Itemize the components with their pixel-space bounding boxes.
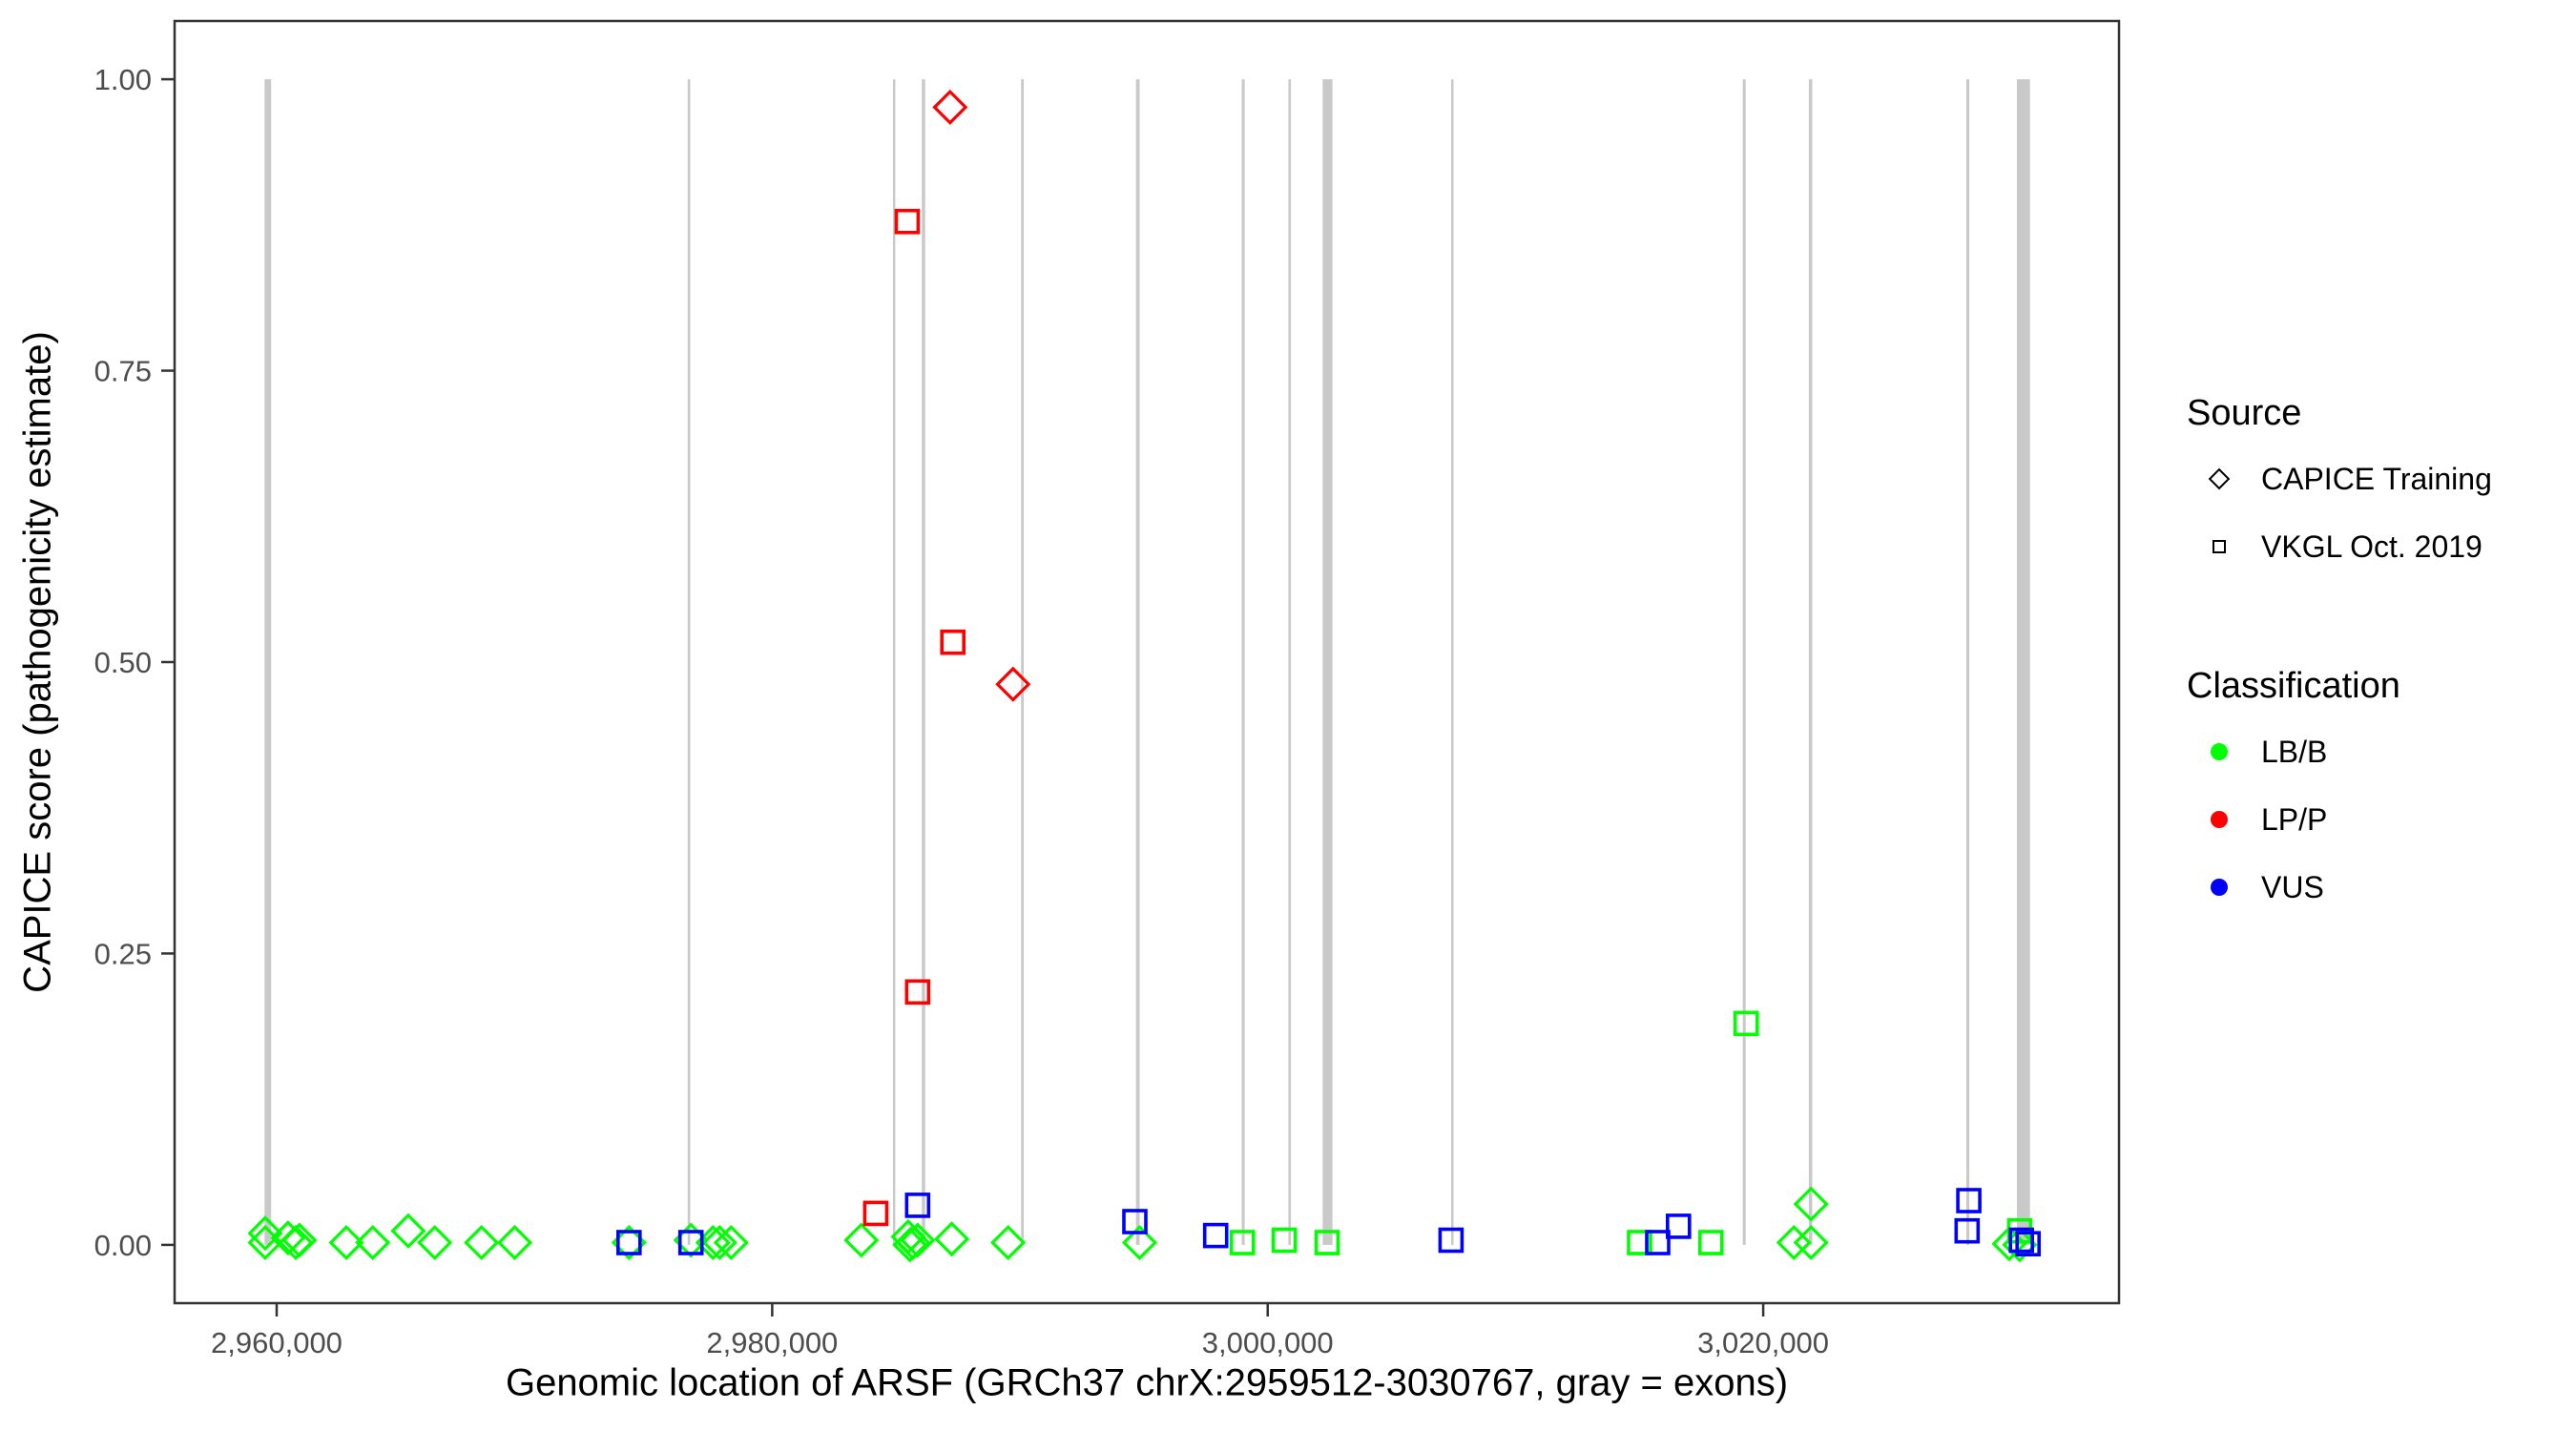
x-tick-label: 2,960,000 bbox=[211, 1326, 343, 1359]
exon-band bbox=[1742, 79, 1746, 1245]
plot-panel-border bbox=[173, 19, 2121, 1305]
data-point-marker bbox=[1627, 1230, 1652, 1255]
diamond-key-icon bbox=[2208, 467, 2231, 490]
data-point-marker bbox=[677, 1230, 704, 1255]
data-point-marker bbox=[1793, 1224, 1829, 1261]
exon-band bbox=[2017, 79, 2030, 1245]
legend-classification-title: Classification bbox=[2187, 666, 2400, 706]
data-point-marker bbox=[1733, 1010, 1759, 1037]
data-point-marker bbox=[904, 1192, 931, 1218]
data-point-marker bbox=[1793, 1186, 1829, 1222]
exon-band bbox=[1288, 79, 1292, 1245]
data-point-marker bbox=[1229, 1230, 1256, 1255]
exon-band bbox=[1135, 79, 1140, 1245]
x-tick-label: 3,000,000 bbox=[1202, 1326, 1334, 1359]
data-point-marker bbox=[355, 1224, 391, 1261]
data-point-marker bbox=[843, 1222, 880, 1258]
data-point-marker bbox=[894, 208, 921, 235]
y-tick-label: 0.75 bbox=[94, 355, 152, 388]
exon-band bbox=[1241, 79, 1245, 1245]
y-tick-label: 0.25 bbox=[94, 937, 152, 970]
data-point-marker bbox=[940, 629, 966, 655]
exon-band bbox=[893, 79, 896, 1245]
data-point-marker bbox=[2015, 1231, 2041, 1256]
exon-band bbox=[922, 79, 925, 1245]
data-point-marker bbox=[464, 1224, 500, 1261]
data-point-marker bbox=[417, 1224, 453, 1261]
red-dot-icon bbox=[2211, 811, 2228, 828]
data-point-marker bbox=[496, 1224, 533, 1261]
exon-band bbox=[264, 79, 272, 1245]
data-point-marker bbox=[862, 1200, 889, 1227]
legend-item-label: LP/P bbox=[2261, 801, 2328, 837]
legend-item-label: LB/B bbox=[2261, 734, 2328, 769]
data-point-marker bbox=[934, 1221, 970, 1257]
exon-band bbox=[687, 79, 691, 1245]
legend-item-label: VUS bbox=[2261, 869, 2324, 904]
data-point-marker bbox=[701, 1224, 737, 1261]
data-point-marker bbox=[390, 1213, 426, 1249]
y-axis-title: CAPICE score (pathogenicity estimate) bbox=[16, 331, 59, 993]
data-point-marker bbox=[611, 1224, 647, 1261]
exon-band bbox=[1322, 79, 1333, 1245]
data-point-marker bbox=[1121, 1224, 1158, 1261]
data-point-marker bbox=[990, 1224, 1027, 1261]
data-point-marker bbox=[1314, 1230, 1340, 1255]
data-point-marker bbox=[1271, 1227, 1298, 1254]
blue-dot-icon bbox=[2211, 879, 2228, 896]
x-tick-label: 2,980,000 bbox=[706, 1326, 838, 1359]
data-point-marker bbox=[247, 1224, 283, 1261]
data-point-marker bbox=[1666, 1213, 1692, 1239]
x-tick-label: 3,020,000 bbox=[1697, 1326, 1829, 1359]
exon-band bbox=[1808, 79, 1813, 1245]
y-tick-label: 0.50 bbox=[94, 646, 152, 679]
legend-item-lpp: LP/P bbox=[2185, 798, 2327, 840]
data-point-marker bbox=[615, 1230, 642, 1255]
data-point-marker bbox=[281, 1222, 318, 1258]
data-point-marker bbox=[1954, 1217, 1981, 1244]
data-point-marker bbox=[895, 1224, 931, 1261]
square-key-icon bbox=[2212, 540, 2226, 553]
data-point-marker bbox=[1645, 1230, 1671, 1255]
data-point-marker bbox=[1202, 1222, 1229, 1249]
x-axis-title: Genomic location of ARSF (GRCh37 chrX:29… bbox=[505, 1361, 1789, 1404]
legend-source-title: Source bbox=[2187, 393, 2302, 433]
legend-item-vkgl: VKGL Oct. 2019 bbox=[2185, 526, 2483, 568]
exon-band bbox=[1021, 79, 1024, 1245]
data-point-marker bbox=[713, 1224, 749, 1261]
data-point-marker bbox=[2008, 1227, 2034, 1254]
data-point-marker bbox=[695, 1224, 731, 1261]
data-point-marker bbox=[900, 1222, 936, 1258]
data-point-marker bbox=[1698, 1230, 1724, 1255]
legend-item-lbb: LB/B bbox=[2185, 731, 2327, 773]
data-point-marker bbox=[904, 979, 931, 1006]
y-tick-label: 0.00 bbox=[94, 1229, 152, 1262]
exon-band bbox=[1966, 79, 1970, 1245]
legend-item-vus: VUS bbox=[2185, 866, 2324, 908]
legend-item-capice-training: CAPICE Training bbox=[2185, 458, 2492, 500]
data-point-marker bbox=[328, 1224, 364, 1261]
data-point-marker bbox=[1122, 1209, 1148, 1234]
legend-item-label: VKGL Oct. 2019 bbox=[2261, 529, 2483, 564]
data-point-marker bbox=[247, 1215, 283, 1252]
data-point-marker bbox=[1956, 1188, 1982, 1213]
legend-item-label: CAPICE Training bbox=[2261, 461, 2492, 496]
y-tick-label: 1.00 bbox=[94, 63, 152, 96]
data-point-marker bbox=[1438, 1227, 1465, 1254]
green-dot-icon bbox=[2211, 743, 2228, 760]
data-point-marker bbox=[995, 666, 1031, 702]
exon-band bbox=[1451, 79, 1454, 1245]
data-point-marker bbox=[932, 89, 968, 125]
